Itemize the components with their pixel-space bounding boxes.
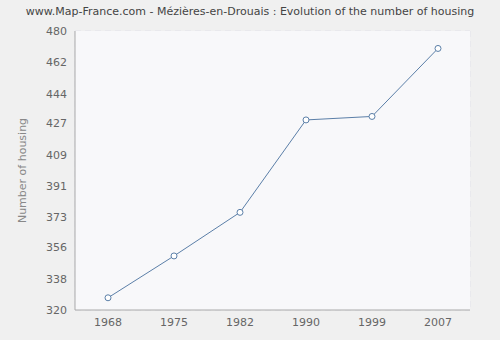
svg-text:444: 444 (46, 88, 67, 101)
svg-text:356: 356 (46, 241, 67, 254)
svg-text:427: 427 (46, 117, 67, 130)
svg-text:2007: 2007 (424, 316, 452, 329)
svg-text:338: 338 (46, 273, 67, 286)
html-text:www.Map-France.com - Mézières-: www.Map-France.com - Mézières-en-Drouais… (25, 5, 475, 18)
svg-text:1999: 1999 (358, 316, 386, 329)
svg-text:1990: 1990 (292, 316, 320, 329)
svg-text:1982: 1982 (226, 316, 254, 329)
svg-text:391: 391 (46, 180, 67, 193)
svg-text:1968: 1968 (94, 316, 122, 329)
svg-text:Number of housing: Number of housing (16, 118, 29, 223)
svg-text:320: 320 (46, 304, 67, 317)
svg-text:1975: 1975 (160, 316, 188, 329)
svg-text:480: 480 (46, 25, 67, 38)
svg-text:409: 409 (46, 149, 67, 162)
svg-text:462: 462 (46, 56, 67, 69)
svg-text:373: 373 (46, 211, 67, 224)
